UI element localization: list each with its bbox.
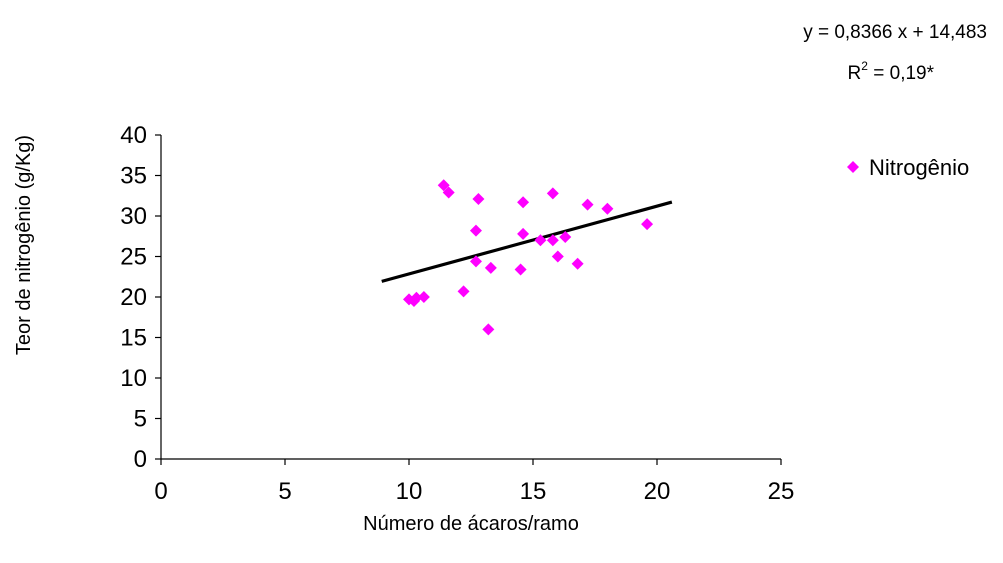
data-point-23 bbox=[641, 218, 654, 231]
y-tick-label-7: 35 bbox=[120, 163, 147, 190]
regression-equation: y = 0,8366 x + 14,483 bbox=[803, 22, 987, 43]
data-point-19 bbox=[559, 231, 572, 244]
data-point-10 bbox=[482, 323, 495, 336]
x-tick-label-1: 5 bbox=[278, 478, 291, 505]
y-axis-title: Teor de nitrogênio (g/Kg) bbox=[13, 135, 35, 355]
data-point-3 bbox=[417, 291, 430, 303]
y-tick-label-1: 5 bbox=[134, 406, 147, 433]
data-point-11 bbox=[484, 261, 497, 274]
data-point-20 bbox=[571, 257, 584, 270]
r-squared-superscript: 2 bbox=[861, 59, 868, 73]
r-squared-label: R2 = 0,19* bbox=[848, 59, 935, 84]
data-point-4 bbox=[437, 179, 450, 192]
legend-diamond-marker bbox=[847, 161, 859, 173]
data-point-18 bbox=[551, 250, 564, 263]
y-tick-label-0: 0 bbox=[134, 446, 147, 473]
x-tick-label-4: 20 bbox=[644, 478, 671, 505]
axis-ticks bbox=[155, 134, 782, 465]
y-tick-label-5: 25 bbox=[120, 244, 147, 271]
r-squared-value: = 0,19* bbox=[868, 63, 935, 84]
data-point-14 bbox=[517, 227, 530, 240]
data-point-15 bbox=[534, 234, 547, 247]
x-tick-label-2: 10 bbox=[396, 478, 423, 505]
tick-labels: 0 5 10 15 20 25 0 5 10 15 20 25 30 35 40 bbox=[120, 122, 794, 505]
data-point-17 bbox=[546, 234, 559, 247]
legend-label: Nitrogênio bbox=[869, 155, 969, 180]
x-tick-label-0: 0 bbox=[154, 478, 167, 505]
y-tick-label-4: 20 bbox=[120, 284, 147, 311]
y-tick-label-2: 10 bbox=[120, 365, 147, 392]
data-point-7 bbox=[469, 255, 482, 268]
x-axis-title: Número de ácaros/ramo bbox=[363, 513, 579, 535]
data-point-8 bbox=[469, 224, 482, 237]
data-points bbox=[403, 179, 654, 336]
x-tick-label-5: 25 bbox=[768, 478, 795, 505]
trendline bbox=[381, 200, 673, 283]
x-tick-label-3: 15 bbox=[520, 478, 547, 505]
data-point-2 bbox=[410, 291, 423, 304]
data-point-13 bbox=[517, 196, 530, 209]
y-tick-label-3: 15 bbox=[120, 325, 147, 352]
y-tick-label-6: 30 bbox=[120, 203, 147, 230]
y-tick-label-8: 40 bbox=[120, 122, 147, 149]
data-point-9 bbox=[472, 192, 485, 205]
data-point-22 bbox=[601, 202, 614, 215]
data-point-21 bbox=[581, 198, 594, 211]
data-point-12 bbox=[514, 263, 527, 276]
data-point-5 bbox=[442, 186, 455, 199]
data-point-16 bbox=[546, 187, 559, 200]
data-point-6 bbox=[457, 285, 470, 298]
legend: Nitrogênio bbox=[847, 155, 969, 180]
r-squared-prefix: R bbox=[848, 63, 862, 84]
